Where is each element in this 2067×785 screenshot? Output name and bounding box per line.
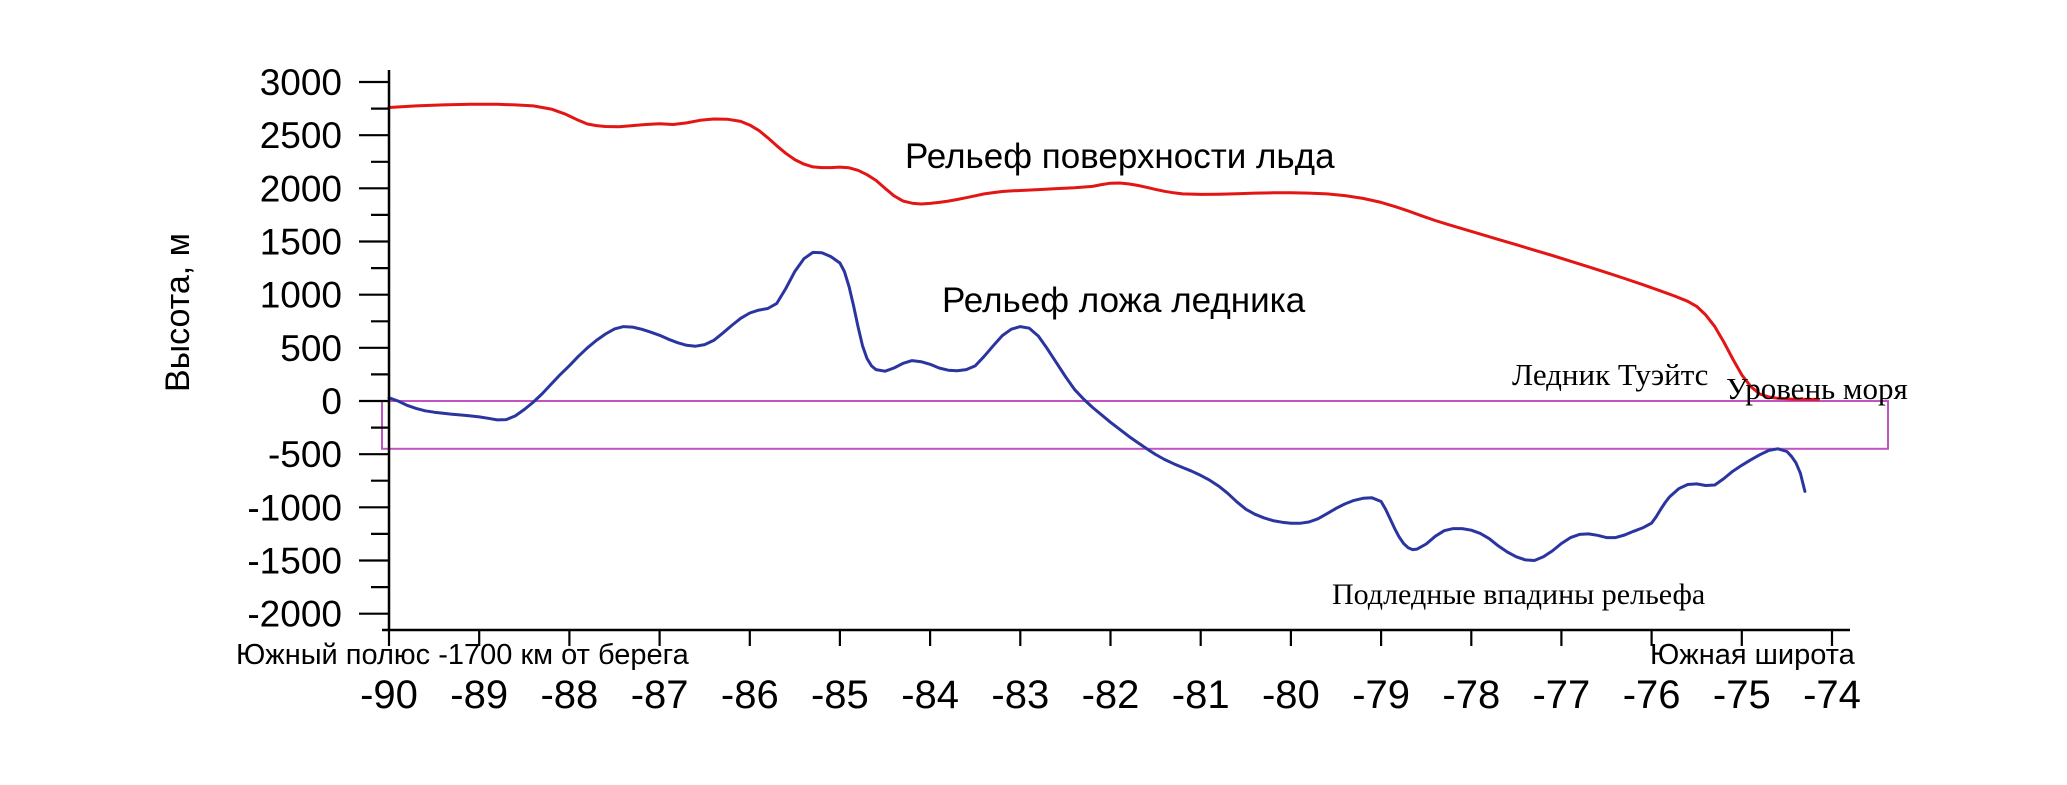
glacier-bed-series-label: Рельеф ложа ледника bbox=[942, 281, 1306, 320]
svg-text:-76: -76 bbox=[1623, 673, 1681, 717]
svg-text:-81: -81 bbox=[1172, 673, 1230, 717]
ice-surface-series-label: Рельеф поверхности льда bbox=[905, 137, 1335, 176]
svg-text:-89: -89 bbox=[450, 673, 508, 717]
svg-text:-90: -90 bbox=[360, 673, 418, 717]
sea-level-annotation: Уровень моря bbox=[1726, 371, 1908, 406]
svg-text:-500: -500 bbox=[268, 434, 342, 475]
x-axis-title: Южная широта bbox=[1650, 639, 1855, 671]
svg-text:-86: -86 bbox=[721, 673, 779, 717]
svg-text:-74: -74 bbox=[1803, 673, 1861, 717]
svg-text:-2000: -2000 bbox=[247, 594, 342, 635]
svg-text:-83: -83 bbox=[991, 673, 1049, 717]
subglacial-depressions-annotation: Подледные впадины рельефа bbox=[1332, 578, 1706, 611]
svg-text:-85: -85 bbox=[811, 673, 869, 717]
svg-text:2000: 2000 bbox=[260, 168, 342, 209]
svg-text:-77: -77 bbox=[1532, 673, 1590, 717]
svg-text:1500: 1500 bbox=[260, 222, 342, 263]
svg-text:3000: 3000 bbox=[260, 62, 342, 103]
y-axis-title: Высота, м bbox=[159, 232, 197, 392]
svg-text:-1000: -1000 bbox=[247, 487, 342, 528]
svg-text:-79: -79 bbox=[1352, 673, 1410, 717]
svg-text:2500: 2500 bbox=[260, 115, 342, 156]
svg-text:500: 500 bbox=[280, 328, 342, 369]
south-pole-note: Южный полюс -1700 км от берега bbox=[236, 639, 689, 671]
svg-text:1000: 1000 bbox=[260, 275, 342, 316]
svg-text:-87: -87 bbox=[631, 673, 689, 717]
svg-text:-78: -78 bbox=[1442, 673, 1500, 717]
svg-text:-88: -88 bbox=[540, 673, 598, 717]
svg-text:-80: -80 bbox=[1262, 673, 1320, 717]
thwaites-glacier-annotation: Ледник Туэйтс bbox=[1512, 357, 1709, 392]
svg-text:-75: -75 bbox=[1713, 673, 1771, 717]
svg-text:-84: -84 bbox=[901, 673, 959, 717]
svg-text:-82: -82 bbox=[1082, 673, 1140, 717]
svg-text:-1500: -1500 bbox=[247, 541, 342, 582]
svg-text:0: 0 bbox=[321, 381, 342, 422]
